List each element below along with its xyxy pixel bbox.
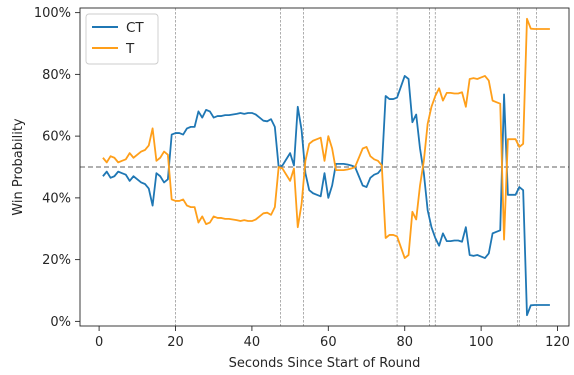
series-line-t [102,17,550,259]
y-tick-label: 100% [34,6,71,21]
y-tick-label: 80% [42,68,71,83]
legend-box [85,13,159,65]
x-tick-label: 60 [320,335,337,350]
x-tick-label: 20 [167,335,184,350]
legend-label-ct: CT [126,20,144,36]
series-line-ct [102,75,550,317]
x-tick-label: 120 [545,335,570,350]
plot-frame [79,7,570,327]
legend-label-t: T [125,41,135,57]
x-tick-label: 80 [396,335,413,350]
y-tick-label: 40% [42,191,71,206]
y-axis-label: Win Probability [11,118,26,216]
x-tick-label: 0 [95,335,103,350]
x-axis-label: Seconds Since Start of Round [229,356,421,371]
y-axis-ticks: 0% 20% 40% 60% 80% 100% [34,6,80,330]
x-tick-label: 100 [469,335,494,350]
event-lines [175,8,537,326]
y-tick-label: 20% [42,253,71,268]
legend: CT T [85,13,159,65]
x-axis-ticks: 0 20 40 60 80 100 120 [95,326,570,350]
y-tick-label: 0% [50,315,71,330]
y-tick-label: 60% [42,130,71,145]
series-group [102,17,550,317]
x-tick-label: 40 [244,335,261,350]
